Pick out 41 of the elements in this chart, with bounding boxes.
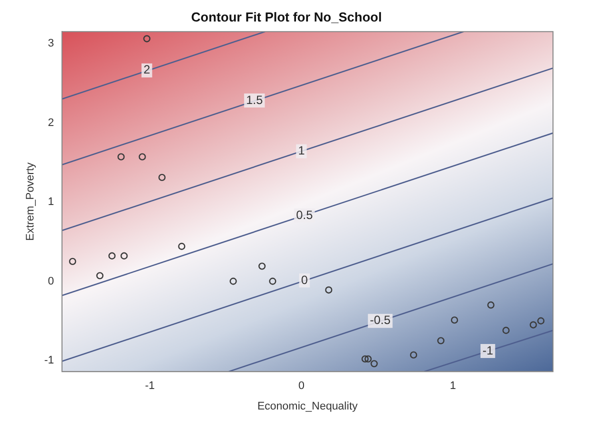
- point: [364, 355, 372, 363]
- y-tick-label: 0: [48, 275, 54, 288]
- point: [269, 278, 276, 285]
- y-tick-label: 3: [48, 38, 54, 50]
- annotation: 2: [144, 62, 151, 77]
- point: [410, 351, 418, 359]
- y-tick-label: 2: [48, 116, 54, 129]
- annotation: 1: [298, 144, 306, 158]
- point: [230, 278, 237, 285]
- annotation: 1.5: [246, 92, 264, 107]
- point: [361, 355, 369, 363]
- point: [68, 258, 76, 266]
- point: [158, 174, 166, 182]
- x-axis-title: Economic_Nequality: [257, 400, 358, 412]
- point: [502, 326, 510, 334]
- point: [178, 242, 186, 250]
- point: [120, 252, 128, 260]
- point: [96, 272, 104, 280]
- x-tick-label: 0: [298, 380, 304, 392]
- y-tick-label: 1: [48, 196, 54, 208]
- point: [450, 316, 458, 324]
- point: [370, 360, 378, 368]
- annotation: -0.5: [370, 313, 391, 328]
- y-axis-title: Extrem_Poverty: [24, 162, 37, 241]
- chart-title: Contour Fit Plot for No_School: [191, 9, 382, 24]
- point: [437, 337, 444, 344]
- point: [143, 35, 150, 42]
- x-tick-label: -1: [144, 380, 155, 392]
- point: [530, 321, 537, 328]
- point: [138, 153, 146, 160]
- point: [325, 286, 332, 294]
- y-tick-label: -1: [44, 354, 54, 367]
- point: [108, 252, 116, 260]
- annotation: -1: [482, 343, 494, 358]
- point: [117, 153, 125, 160]
- point: [487, 301, 494, 309]
- annotation: 0: [301, 272, 308, 287]
- point: [258, 262, 266, 270]
- x-tick-label: 1: [450, 380, 456, 392]
- annotation: 0.5: [296, 208, 314, 222]
- point: [537, 317, 544, 324]
